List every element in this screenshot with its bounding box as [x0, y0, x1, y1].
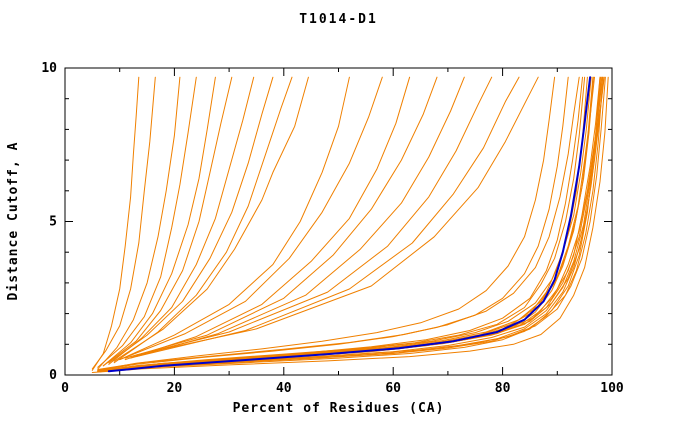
- series-model-16: [130, 76, 493, 358]
- series-model-32: [97, 76, 556, 371]
- series-model-18: [135, 76, 539, 356]
- x-axis-label: Percent of Residues (CA): [232, 401, 445, 416]
- series-model-10: [113, 76, 309, 362]
- series-model-04: [97, 76, 197, 368]
- series-model-02: [91, 76, 156, 370]
- y-tick-label: 5: [49, 215, 57, 230]
- series-model-08: [108, 76, 274, 364]
- series-model-28: [102, 76, 595, 371]
- series-model-09: [113, 76, 293, 364]
- series-model-01: [91, 76, 140, 371]
- series-model-30: [97, 76, 594, 372]
- x-tick-label: 0: [61, 381, 69, 396]
- series-model-15: [130, 76, 465, 359]
- series-model-22: [97, 76, 603, 373]
- series-model-37: [97, 76, 580, 370]
- x-tick-label: 80: [495, 381, 511, 396]
- x-tick-label: 40: [276, 381, 292, 396]
- series-model-11: [119, 76, 350, 361]
- y-tick-label: 10: [41, 61, 57, 76]
- series-model-38: [102, 76, 606, 372]
- chart-title: T1014-D1: [299, 12, 378, 27]
- series-model-07: [108, 76, 255, 365]
- series-model-31: [97, 76, 569, 371]
- series-model-03: [97, 76, 181, 370]
- series-model-13: [124, 76, 411, 361]
- series-model-27: [97, 76, 602, 373]
- x-tick-label: 60: [385, 381, 401, 396]
- series-model-05: [102, 76, 216, 367]
- series-model-29: [97, 76, 604, 373]
- y-axis-label: Distance Cutoff, A: [6, 141, 21, 301]
- series-model-21: [102, 76, 601, 372]
- series-model-35: [91, 76, 609, 373]
- series-model-36: [97, 76, 601, 373]
- x-tick-label: 20: [167, 381, 183, 396]
- series-model-14: [124, 76, 438, 359]
- series-model-06: [102, 76, 233, 367]
- series-model-24: [97, 76, 586, 372]
- series-highlighted-model: [107, 76, 592, 373]
- series-model-12: [119, 76, 383, 361]
- curves-group: [91, 76, 609, 373]
- series-model-26: [102, 76, 602, 372]
- series-model-17: [135, 76, 520, 358]
- x-tick-label: 100: [600, 381, 624, 396]
- y-tick-label: 0: [49, 368, 57, 383]
